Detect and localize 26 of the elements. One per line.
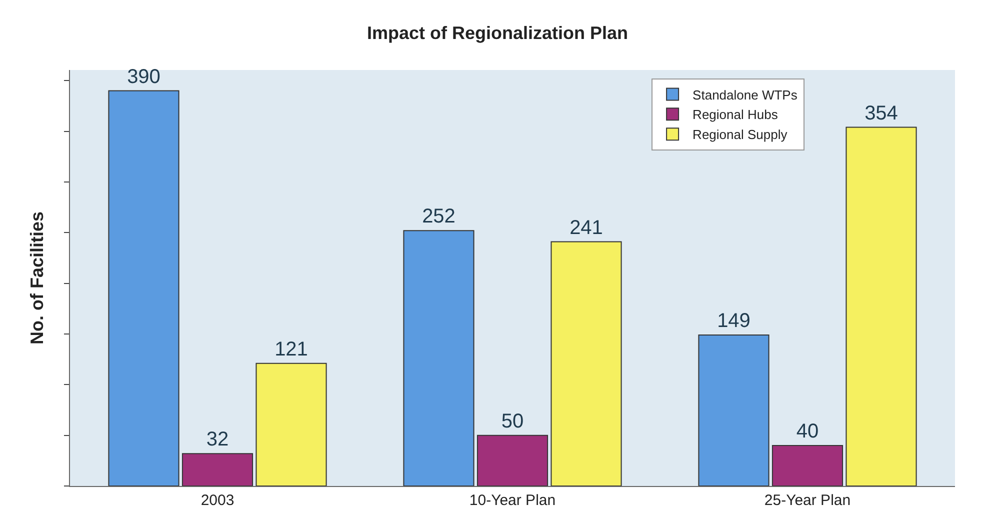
x-tick-label: 25-Year Plan: [764, 492, 851, 509]
data-label: 252: [422, 206, 456, 228]
bar: [846, 126, 917, 486]
bar: [182, 453, 254, 486]
data-label: 354: [864, 102, 898, 124]
data-label: 241: [570, 216, 603, 239]
legend-label: Regional Hubs: [692, 107, 778, 122]
data-label: 121: [274, 338, 308, 360]
y-axis-title: No. of Facilities: [27, 211, 48, 345]
bar: [698, 334, 770, 486]
data-label: 149: [717, 310, 750, 332]
bar: [403, 230, 474, 486]
x-tick-label: 10-Year Plan: [469, 492, 556, 509]
bar: [550, 241, 622, 486]
data-label: 32: [206, 428, 229, 451]
data-label: 40: [796, 420, 819, 442]
x-tick-label: 2003: [200, 492, 234, 509]
data-label: 390: [127, 66, 160, 88]
data-label: 50: [501, 410, 524, 432]
chart-title: Impact of Regionalization Plan: [366, 23, 628, 44]
legend-label: Standalone WTPs: [692, 87, 798, 102]
legend-label: Regional Supply: [692, 127, 788, 142]
bar: [772, 444, 844, 486]
bar: [476, 434, 548, 486]
bar: [256, 362, 327, 486]
bar: [108, 90, 180, 486]
